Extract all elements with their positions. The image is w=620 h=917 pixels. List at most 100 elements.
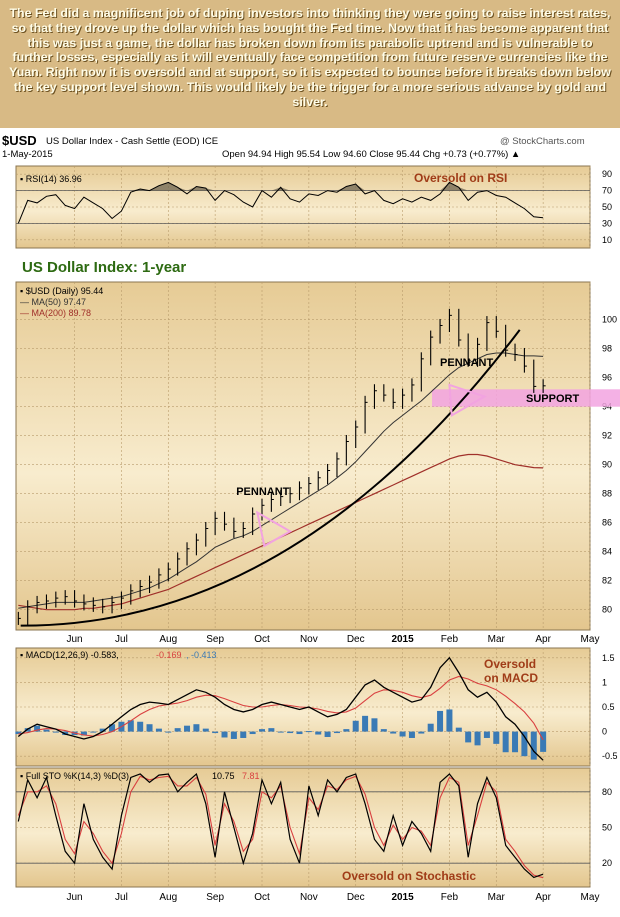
macd-histogram-bar (362, 715, 369, 732)
x-tick-label-bottom: Feb (441, 892, 459, 903)
rsi-annotation: Oversold on RSI (414, 171, 507, 185)
macd-histogram-bar (446, 709, 453, 732)
legend-usd: ▪ $USD (Daily) 95.44 (20, 286, 103, 296)
x-tick-label-price: Feb (441, 634, 459, 645)
stochastic-legend-d: 7.81 (242, 771, 260, 781)
macd-histogram-bar (277, 731, 284, 733)
price-tick-label: 96 (602, 373, 612, 383)
support-band (432, 389, 620, 407)
macd-histogram-bar (34, 725, 41, 732)
x-tick-label-bottom: Mar (488, 892, 506, 903)
x-tick-label-bottom: Nov (300, 892, 318, 903)
x-tick-label-price: Dec (347, 634, 365, 645)
x-tick-label-price: Jul (115, 634, 128, 645)
macd-histogram-bar (521, 731, 528, 757)
macd-line (17, 656, 544, 761)
macd-histogram-bar (287, 731, 294, 734)
panel-price-background (15, 281, 591, 631)
ma50-line (18, 352, 544, 609)
macd-histogram-bar (502, 731, 509, 753)
macd-histogram-bar (146, 724, 153, 732)
macd-histogram-bar (249, 731, 256, 735)
macd-histogram-bar (174, 728, 181, 732)
x-tick-label-bottom: May (581, 892, 600, 903)
rsi-overbought-area (18, 182, 544, 191)
macd-histogram-bar (315, 731, 322, 735)
rsi-legend: ▪ RSI(14) 36.96 (20, 174, 82, 184)
ohlc-readout: Open 94.94 High 95.54 Low 94.60 Close 95… (222, 149, 521, 160)
price-tick-label: 84 (602, 547, 612, 557)
price-tick-label: 82 (602, 576, 612, 586)
x-tick-label-bottom: Aug (159, 892, 177, 903)
macd-histogram-bar (109, 724, 116, 732)
x-tick-label-price: Jun (67, 634, 83, 645)
x-tick-label-price: 2015 (391, 634, 414, 645)
macd-histogram-bar (296, 731, 303, 735)
stochastic-tick-label: 20 (602, 858, 612, 868)
macd-histogram-bar (427, 723, 434, 732)
price-tick-label: 80 (602, 605, 612, 615)
stochastic-legend-k: 10.75 (212, 771, 235, 781)
price-tick-label: 92 (602, 431, 612, 441)
chart-header: $USD US Dollar Index - Cash Settle (EOD)… (0, 130, 620, 164)
legend-ma200: — MA(200) 89.78 (20, 308, 91, 318)
x-tick-label-price: Aug (159, 634, 177, 645)
pennant-2-label: PENNANT (440, 357, 493, 369)
macd-histogram-bar (371, 718, 378, 732)
x-tick-label-bottom: Sep (206, 892, 224, 903)
x-tick-label-bottom: Apr (535, 892, 551, 903)
macd-histogram-bar (418, 731, 425, 734)
x-tick-label-price: Mar (488, 634, 506, 645)
price-tick-label: 100 (602, 315, 617, 325)
stochastic-annotation: Oversold on Stochastic (342, 869, 476, 883)
macd-histogram-bar (352, 720, 359, 732)
x-tick-label-bottom: Jun (67, 892, 83, 903)
macd-legend: ▪ MACD(12,26,9) -0.583, (20, 650, 119, 660)
price-tick-label: 98 (602, 344, 612, 354)
macd-histogram-bar (221, 731, 228, 738)
price-panel-title: US Dollar Index: 1-year (22, 259, 186, 276)
date-label: 1-May-2015 (2, 149, 53, 160)
macd-histogram-bar (455, 727, 462, 732)
support-label: SUPPORT (526, 393, 579, 405)
price-tick-label: 90 (602, 460, 612, 470)
commentary-text: The Fed did a magnificent job of duping … (9, 6, 611, 109)
legend-ma50: — MA(50) 97.47 (20, 297, 86, 307)
macd-histogram-bar (212, 731, 219, 734)
macd-histogram-bar (230, 731, 237, 739)
macd-histogram-bar (483, 731, 490, 738)
x-tick-label-bottom: 2015 (391, 892, 414, 903)
stochastic-tick-label: 50 (602, 823, 612, 833)
macd-histogram-bar (324, 731, 331, 737)
macd-histogram-bar (80, 731, 87, 736)
macd-tick-label: 0 (602, 727, 607, 737)
macd-annotation-line1: Oversold (484, 657, 536, 671)
macd-histogram-bar (155, 728, 162, 732)
stochastic-k-line (17, 772, 544, 879)
macd-histogram-bar (305, 731, 312, 733)
macd-tick-label: 1.5 (602, 653, 615, 663)
pennant-2-shape (448, 383, 488, 418)
pennant-1-shape (255, 510, 293, 548)
macd-histogram-bar (52, 731, 59, 733)
x-tick-label-bottom: Dec (347, 892, 365, 903)
macd-histogram-bar (43, 729, 50, 732)
instrument-name: US Dollar Index - Cash Settle (EOD) ICE (46, 136, 219, 147)
rsi-tick-label: 50 (602, 202, 612, 212)
macd-annotation-line2: on MACD (484, 671, 538, 685)
x-tick-label-price: Sep (206, 634, 224, 645)
rsi-tick-label: 70 (602, 186, 612, 196)
macd-histogram-bar (474, 731, 481, 746)
macd-legend-signal: -0.169 (156, 650, 182, 660)
panel-rsi-background (15, 165, 591, 249)
x-tick-label-bottom: Oct (254, 892, 270, 903)
macd-histogram-bar (512, 731, 519, 753)
parabolic-trendline (20, 329, 521, 627)
macd-histogram-bar (437, 710, 444, 732)
rsi-tick-label: 90 (602, 169, 612, 179)
panel-sto-background (15, 767, 591, 888)
rsi-tick-label: 10 (602, 235, 612, 245)
macd-histogram-bar (202, 728, 209, 732)
macd-histogram-bar (90, 731, 97, 733)
